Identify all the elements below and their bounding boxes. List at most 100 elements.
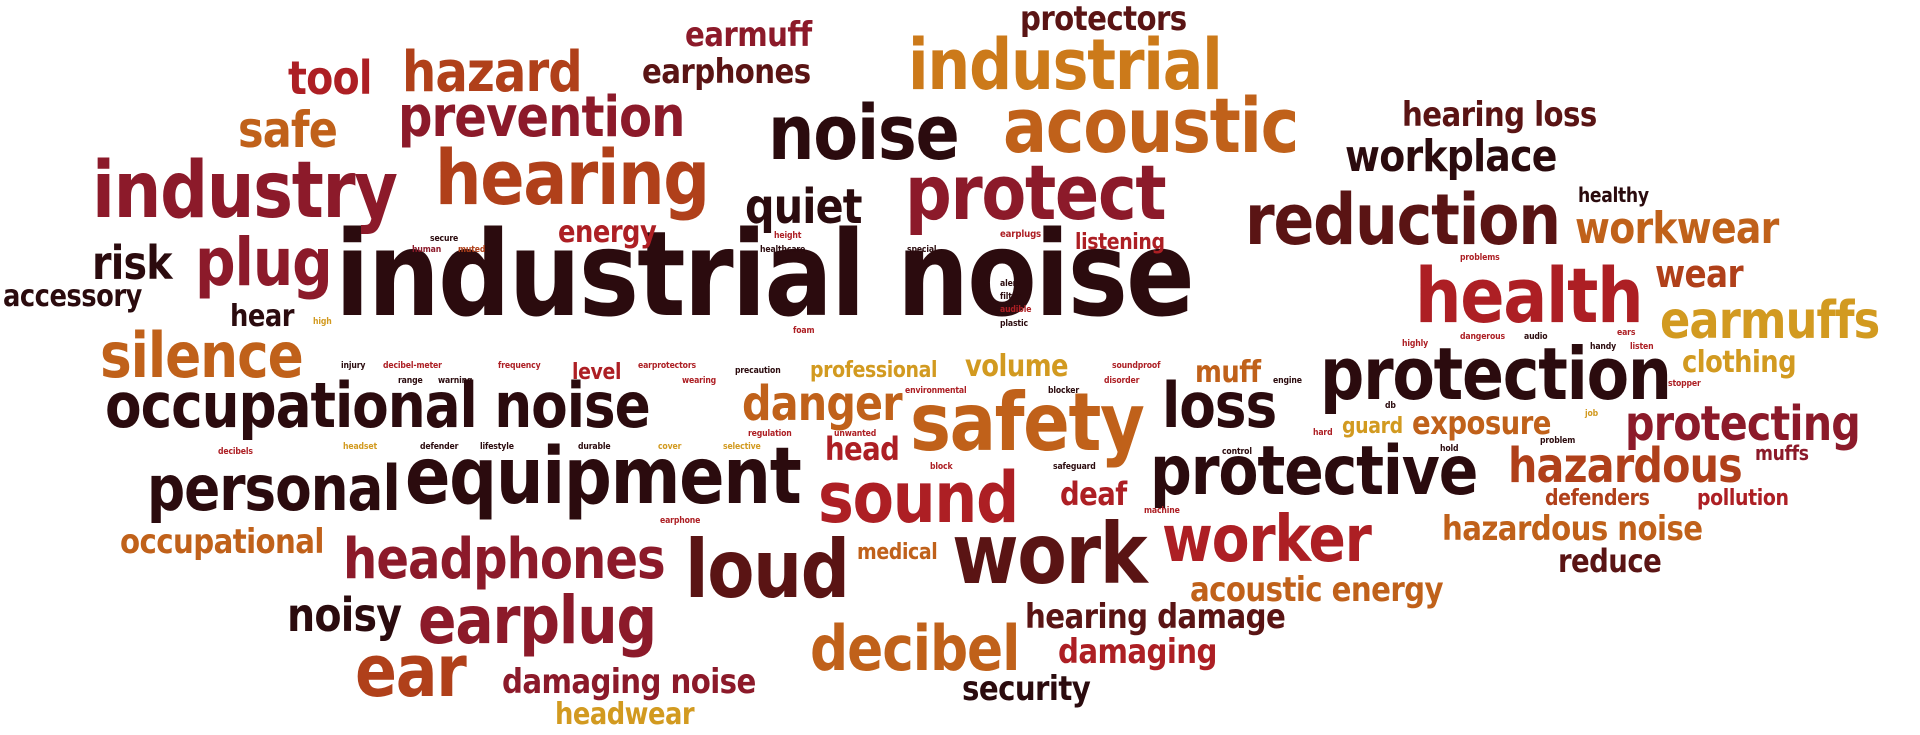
word: frequency [498, 361, 541, 371]
word: listen [1630, 342, 1654, 352]
word: warning [438, 376, 473, 386]
word: noisy [287, 588, 402, 642]
word: level [572, 360, 622, 385]
word: energy [558, 215, 657, 250]
word: selective [723, 442, 761, 452]
word: protecting [1625, 396, 1861, 452]
word: hazard [402, 40, 583, 105]
word: muff [1195, 355, 1261, 390]
word: workwear [1575, 203, 1779, 254]
word: listening [1075, 230, 1165, 255]
word: loud [685, 523, 850, 616]
word: reduce [1558, 542, 1662, 580]
word: earplugs [1000, 229, 1042, 240]
word: durable [578, 442, 611, 452]
word: accessory [3, 279, 142, 314]
word: earphones [642, 52, 811, 92]
word: earmuff [685, 15, 812, 55]
word: worker [1162, 503, 1372, 577]
word: headwear [555, 697, 695, 732]
word: head [825, 430, 900, 468]
word: professional [810, 358, 938, 383]
word: occupational [120, 522, 324, 562]
word: safeguard [1053, 462, 1096, 472]
word: guard [1342, 414, 1403, 439]
word: protectors [1020, 0, 1187, 39]
word: clothing [1682, 345, 1797, 380]
word: healthcare [760, 245, 806, 255]
word: hearing damage [1025, 597, 1286, 637]
word: ear [355, 629, 467, 713]
word: danger [742, 376, 903, 432]
word: unwanted [834, 429, 877, 439]
word: lifestyle [480, 442, 514, 452]
word: plug [195, 224, 333, 301]
word: decibel-meter [383, 361, 442, 371]
word: foam [793, 326, 815, 336]
word: quiet [745, 179, 863, 235]
word: earphone [660, 516, 701, 526]
word: decibel [810, 612, 1020, 685]
word: pollution [1697, 486, 1789, 511]
word: headphones [343, 527, 666, 592]
word: personal [147, 452, 401, 525]
word: job [1585, 409, 1599, 419]
word: stopper [1668, 379, 1701, 389]
word: earprotectors [638, 361, 696, 371]
word: reduction [1245, 179, 1561, 261]
word: exposure [1412, 404, 1551, 442]
word: prevention [398, 85, 685, 150]
word: filter [1000, 292, 1021, 302]
word: equipment [405, 432, 802, 522]
word: protective [1150, 432, 1478, 511]
word: protect [905, 148, 1167, 237]
word: workplace [1345, 131, 1557, 182]
word: protection [1320, 332, 1672, 416]
word: work [952, 505, 1148, 603]
word: medical [857, 540, 938, 565]
word: cover [658, 442, 682, 452]
word: defenders [1545, 486, 1650, 511]
word: safety [910, 376, 1145, 469]
word: wearing [682, 376, 717, 386]
word: special [907, 245, 937, 255]
word: decibels [218, 447, 253, 457]
word: problem [1540, 436, 1576, 446]
word: occupational noise [105, 369, 651, 442]
word: db [1385, 401, 1396, 411]
word: hearing loss [1402, 95, 1597, 135]
word: industry [92, 146, 398, 236]
word: engine [1273, 376, 1302, 386]
word: acoustic energy [1190, 570, 1444, 610]
word: secure [430, 234, 459, 244]
word: muffs [1755, 441, 1809, 465]
word: block [930, 462, 953, 472]
word: damaging noise [502, 662, 756, 702]
word: precaution [735, 366, 781, 376]
word: earmuffs [1660, 291, 1880, 351]
word: hazardous noise [1442, 509, 1703, 549]
word: volume [965, 349, 1069, 384]
word: audio [1524, 332, 1548, 342]
word: hazardous [1508, 438, 1743, 494]
word: hearing [435, 133, 710, 222]
word: handy [1590, 342, 1617, 352]
word: dangerous [1460, 332, 1505, 342]
word: soundproof [1112, 361, 1161, 371]
word: sound [818, 457, 1019, 539]
word: noise [768, 88, 960, 177]
word: blocker [1048, 386, 1080, 396]
word: silence [100, 319, 304, 392]
word: height [774, 231, 802, 241]
word: health [1415, 251, 1644, 340]
word: environmental [905, 386, 967, 396]
word: healthy [1578, 183, 1649, 207]
word: disorder [1104, 376, 1140, 386]
word: wear [1655, 252, 1744, 296]
word: problems [1460, 253, 1500, 263]
word: human [412, 245, 442, 255]
word: injury [341, 361, 366, 371]
word: audible [1000, 305, 1032, 315]
word: defender [420, 442, 459, 452]
